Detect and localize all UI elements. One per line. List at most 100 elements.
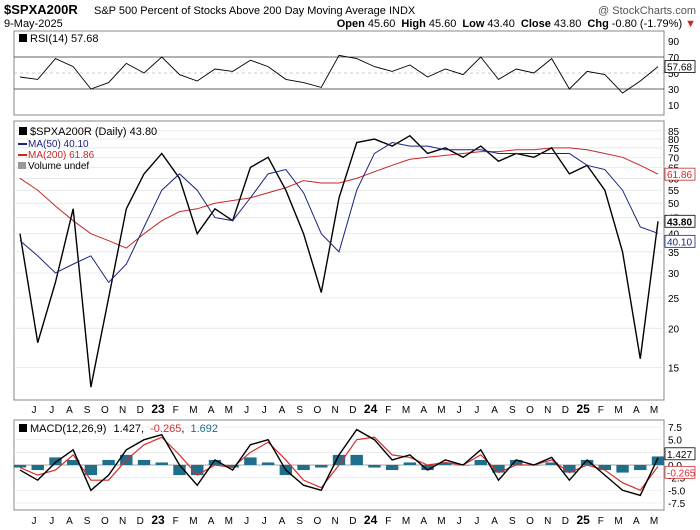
macd-legend-value: 1.427 [113, 423, 141, 435]
ohlc-value-high: 45.60 [429, 18, 457, 30]
x-tick-label: S [84, 516, 91, 527]
rsi-legend-swatch [19, 34, 27, 42]
ohlc-label-high: High [401, 18, 426, 30]
x-tick-label: A [208, 405, 215, 416]
price-tick-label: 75 [668, 144, 680, 155]
symbol-title: $SPXA200R [4, 2, 78, 17]
macd-tick-label: -7.5 [668, 499, 686, 510]
x-tick-label: A [208, 516, 215, 527]
x-tick-label: D [562, 405, 569, 416]
x-tick-label: J [32, 516, 37, 527]
rsi-tick-label: 90 [668, 37, 680, 48]
rsi-tick-label: 10 [668, 101, 680, 112]
x-tick-label: M [189, 516, 197, 527]
price-tag-ma200 [664, 167, 696, 181]
price-tag-ma50 [664, 234, 696, 248]
macd-tick-label: -2.5 [668, 474, 686, 485]
x-tick-label: N [119, 516, 126, 527]
price-tag-ma50-label: 40.10 [667, 237, 692, 248]
macd-value-tag [664, 447, 696, 461]
macd-hist-bar [563, 465, 576, 473]
price-tick-label: 80 [668, 135, 680, 146]
rsi-line [19, 54, 659, 94]
rsi-tick-label: 30 [668, 85, 680, 96]
macd-tick-label: 7.5 [668, 423, 682, 434]
x-tick-label: D [349, 405, 356, 416]
macd-x-axis: J J A S O N D 23 F M A M J J A S O N D 24 F M A M J J A S O N D 25 F M A M [32, 513, 659, 527]
x-tick-label: D [137, 405, 144, 416]
macd-legend-hist: 1.692 [190, 423, 218, 435]
x-tick-label: F [385, 516, 391, 527]
x-tick-label: M [614, 405, 622, 416]
macd-hist-bar [598, 465, 612, 471]
price-legend-main: $SPXA200R (Daily) 43.80 [30, 126, 157, 138]
macd-hist-bar [492, 465, 505, 473]
x-tick-label: M [402, 405, 410, 416]
macd-hist-bar [350, 454, 363, 465]
macd-hist-bar [315, 465, 328, 468]
price-tick-label: 35 [668, 248, 680, 259]
x-tick-label: J [32, 405, 37, 416]
x-tick-label: O [314, 516, 322, 527]
x-tick-label: M [650, 405, 658, 416]
macd-hist-bar [421, 465, 434, 471]
symbol-description: S&P 500 Percent of Stocks Above 200 Day … [94, 5, 416, 17]
macd-hist-bar [66, 459, 80, 465]
price-tick-label: 30 [668, 269, 680, 280]
macd-panel: MACD(12,26,9) 1.427, -0.265, 1.692 7.5 5.… [13, 419, 696, 511]
ohlc-text: Open 45.60 High 45.60 Low 43.40 Close 43.80 Chg -… [337, 18, 696, 30]
rsi-value-tag-label: 57.68 [667, 63, 692, 74]
x-tick-label: J [262, 405, 267, 416]
x-tick-label: N [332, 516, 339, 527]
x-tick-label: M [614, 516, 622, 527]
price-tick-label: 15 [668, 364, 680, 375]
macd-hist-bar [155, 462, 168, 465]
macd-hist-bar [368, 465, 381, 468]
signal-value-tag-label: -0.265 [667, 468, 696, 479]
x-tick-label: N [332, 405, 339, 416]
x-tick-label: 24 [364, 513, 378, 527]
macd-legend-signal: -0.265 [150, 423, 181, 435]
macd-hist-bar [84, 465, 98, 476]
x-tick-label: J [474, 405, 479, 416]
price-tick-label: 20 [668, 324, 680, 335]
macd-hist-bar [634, 465, 647, 471]
x-tick-label: M [225, 516, 233, 527]
x-tick-label: J [49, 516, 54, 527]
x-tick-label: J [262, 516, 267, 527]
x-tick-label: F [598, 405, 604, 416]
x-tick-label: S [84, 405, 91, 416]
macd-hist-bar [580, 459, 594, 465]
macd-signal-line [19, 436, 659, 492]
price-tick-label: 85 [668, 127, 680, 138]
x-tick-label: A [633, 516, 640, 527]
price-panel-frame [13, 120, 665, 401]
x-tick-label: N [119, 405, 126, 416]
x-tick-label: J [244, 405, 249, 416]
macd-hist-bar [261, 462, 275, 465]
ohlc-value-chg: -0.80 (-1.79%) [612, 18, 682, 30]
x-tick-label: A [633, 405, 640, 416]
macd-value-tag-label: 1.427 [667, 450, 692, 461]
x-tick-label: 24 [364, 402, 378, 416]
x-tick-label: D [562, 516, 569, 527]
x-tick-label: S [296, 405, 303, 416]
ohlc-value-open: 45.60 [368, 18, 396, 30]
macd-hist-bar [510, 459, 523, 465]
macd-hist-bar [545, 462, 558, 465]
ma50-line [19, 142, 659, 284]
macd-hist-bar [385, 465, 399, 471]
x-tick-label: M [402, 516, 410, 527]
x-tick-label: J [49, 405, 54, 416]
ohlc-value-low: 43.40 [487, 18, 515, 30]
price-tick-label: 50 [668, 199, 680, 210]
x-tick-label: A [279, 405, 286, 416]
x-tick-label: F [385, 405, 391, 416]
macd-hist-bar [332, 454, 346, 465]
ohlc-label-low: Low [462, 18, 484, 30]
x-tick-label: S [509, 516, 516, 527]
x-tick-label: D [137, 516, 144, 527]
price-tick-label: 55 [668, 186, 680, 197]
x-tick-label: J [244, 516, 249, 527]
x-tick-label: O [526, 516, 534, 527]
